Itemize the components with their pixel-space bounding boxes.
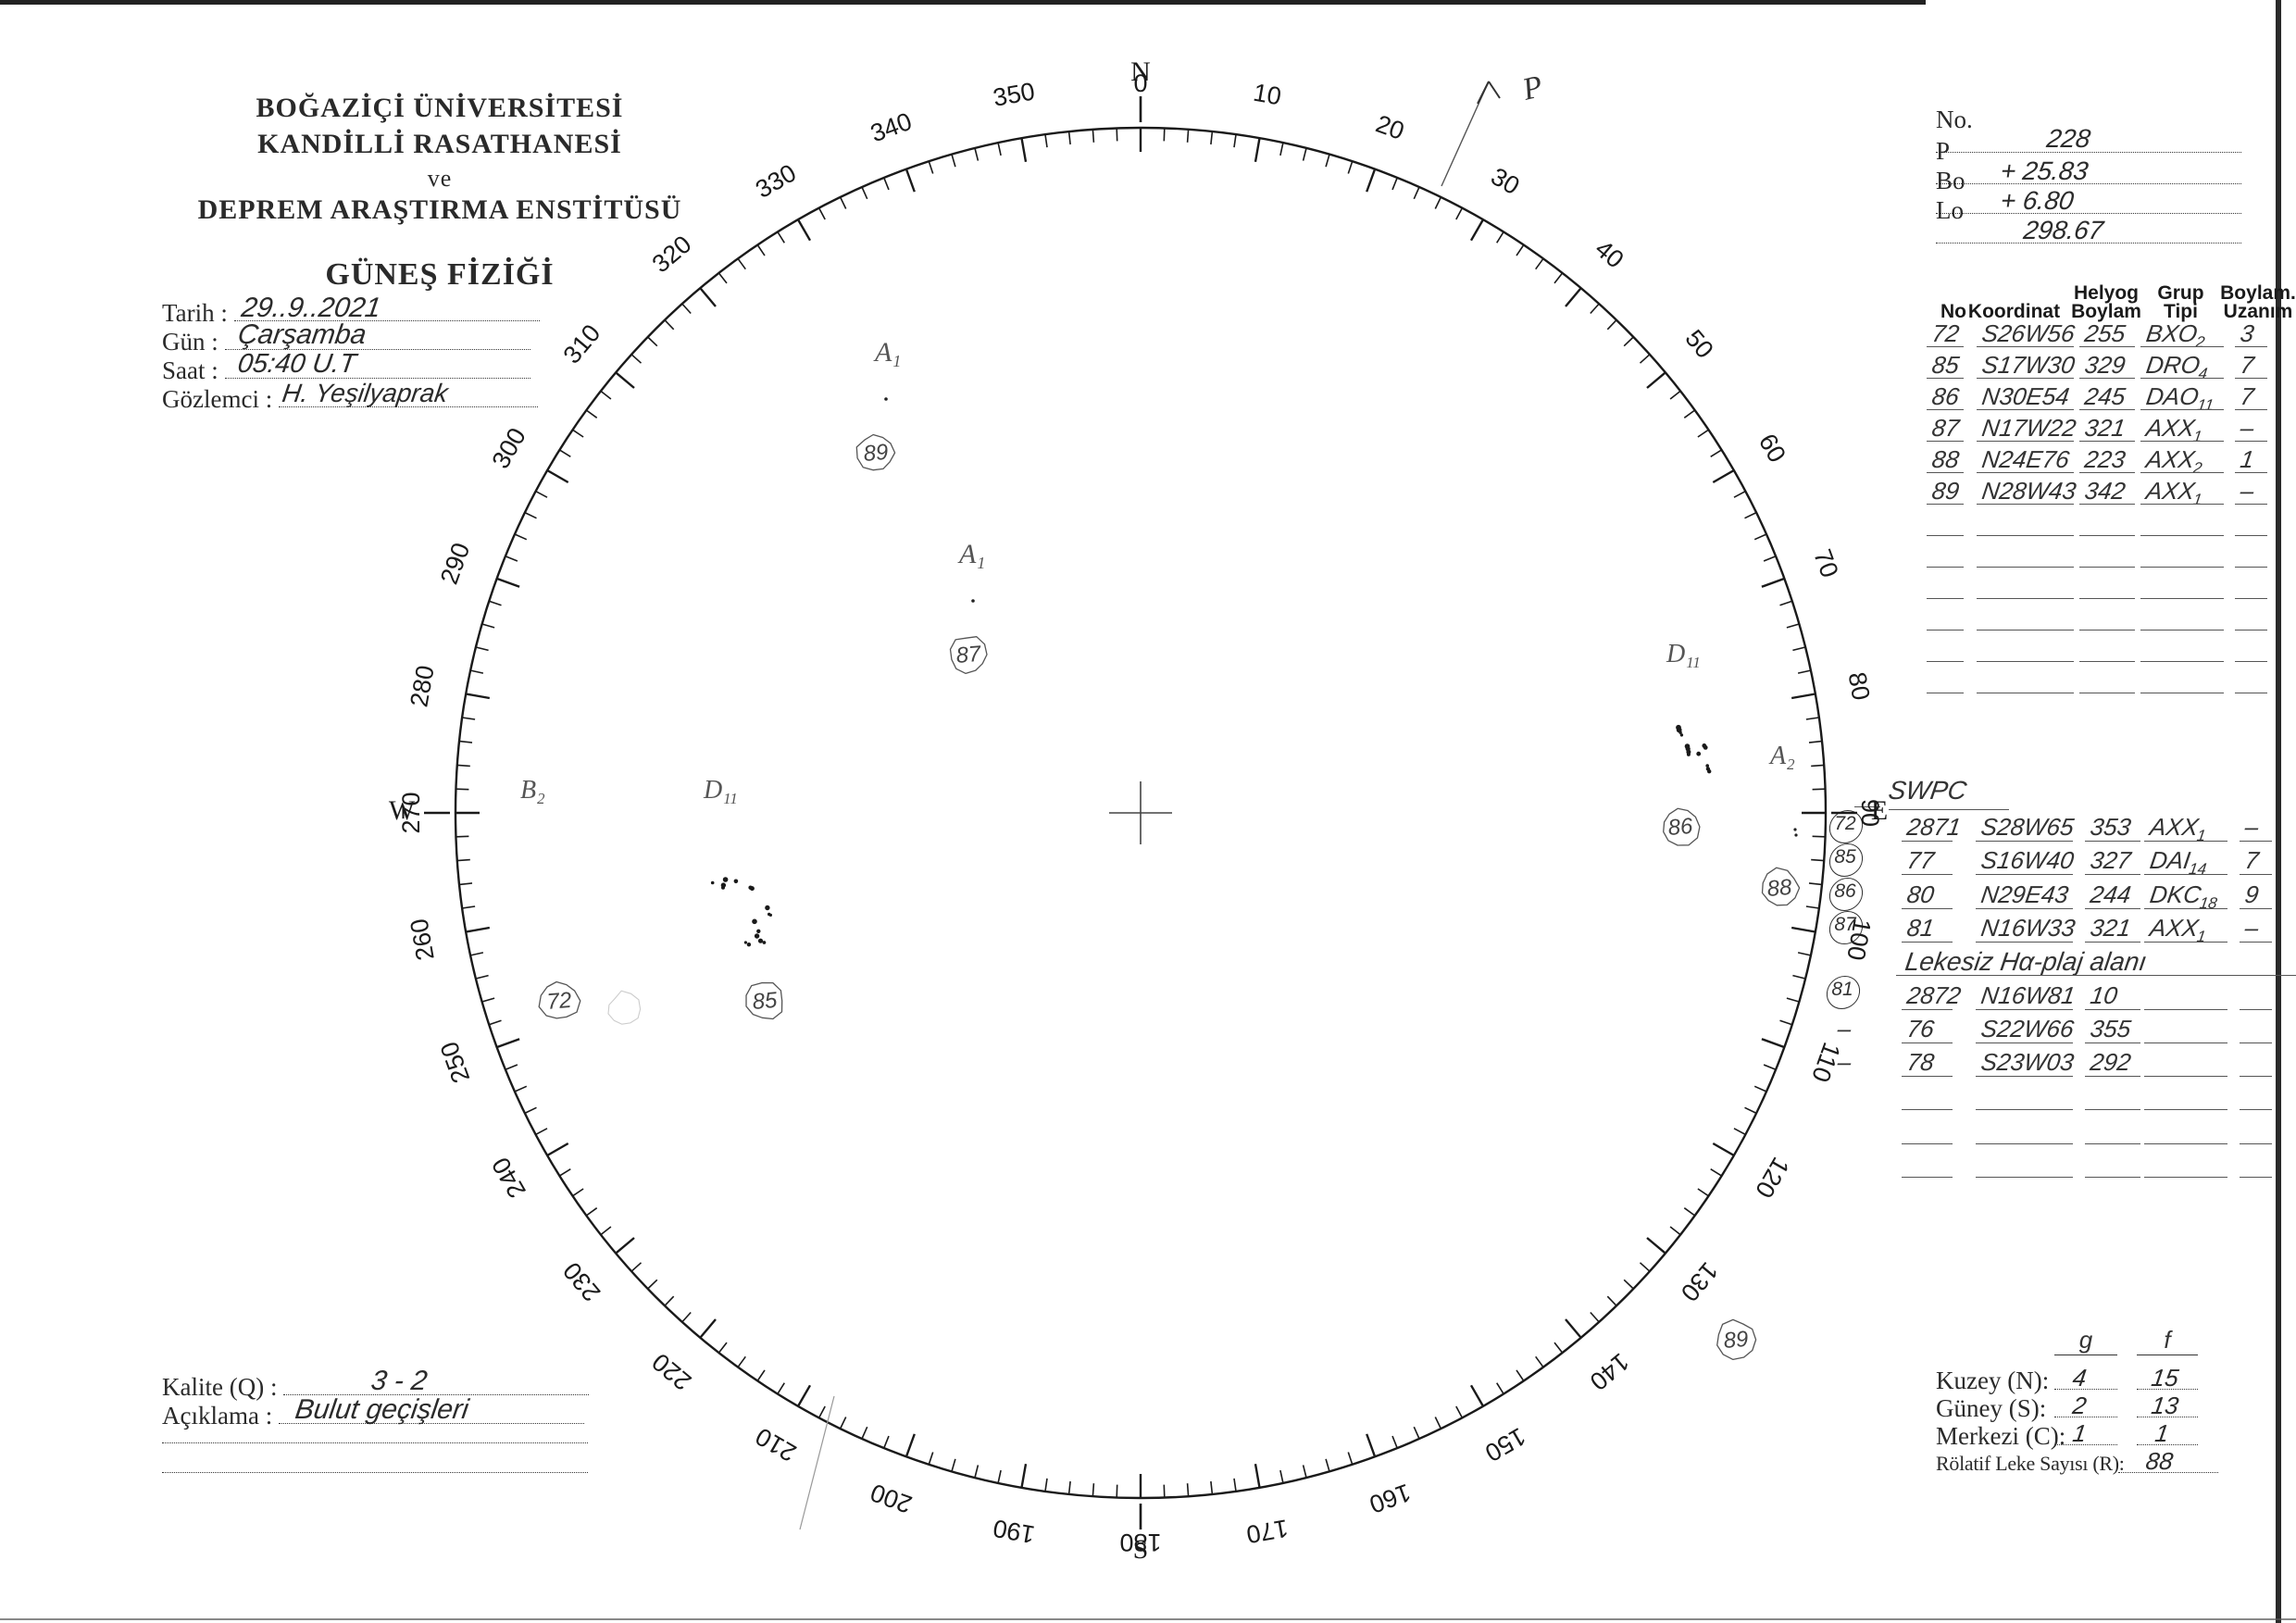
- svg-text:140: 140: [1585, 1348, 1635, 1396]
- svg-text:A2: A2: [1768, 742, 1795, 773]
- svg-text:190: 190: [991, 1514, 1037, 1548]
- svg-text:40: 40: [1590, 234, 1628, 273]
- svg-text:89: 89: [1723, 1327, 1750, 1354]
- svg-text:20: 20: [1372, 109, 1407, 144]
- svg-text:230: 230: [557, 1257, 605, 1307]
- svg-text:S: S: [1133, 1534, 1149, 1565]
- svg-text:W: W: [389, 795, 416, 826]
- svg-text:260: 260: [405, 917, 439, 963]
- svg-text:330: 330: [751, 158, 801, 204]
- svg-text:220: 220: [647, 1348, 697, 1396]
- svg-text:210: 210: [751, 1422, 801, 1467]
- svg-text:P: P: [1518, 69, 1546, 107]
- svg-text:320: 320: [647, 230, 697, 278]
- svg-text:50: 50: [1679, 324, 1718, 363]
- svg-text:110: 110: [1806, 1039, 1846, 1086]
- svg-text:N: N: [1130, 56, 1151, 87]
- svg-text:350: 350: [991, 77, 1037, 111]
- svg-text:130: 130: [1676, 1257, 1724, 1307]
- svg-text:85: 85: [752, 988, 780, 1015]
- svg-text:80: 80: [1843, 670, 1876, 703]
- svg-text:250: 250: [435, 1038, 476, 1087]
- svg-text:120: 120: [1750, 1153, 1795, 1203]
- svg-text:72: 72: [546, 988, 573, 1015]
- svg-text:170: 170: [1244, 1514, 1291, 1548]
- svg-text:E: E: [1871, 795, 1888, 826]
- svg-text:280: 280: [405, 663, 439, 709]
- svg-text:D11: D11: [703, 776, 738, 807]
- svg-text:A1: A1: [957, 539, 985, 572]
- svg-text:70: 70: [1808, 545, 1843, 581]
- svg-text:87: 87: [955, 642, 984, 668]
- svg-text:86: 86: [1667, 814, 1695, 841]
- svg-text:160: 160: [1366, 1479, 1415, 1519]
- svg-text:100: 100: [1841, 917, 1876, 963]
- svg-text:B2: B2: [520, 776, 545, 807]
- svg-text:200: 200: [867, 1479, 916, 1519]
- svg-text:30: 30: [1486, 162, 1524, 200]
- svg-text:89: 89: [863, 440, 890, 467]
- svg-text:A1: A1: [873, 337, 901, 370]
- svg-text:60: 60: [1753, 430, 1791, 468]
- svg-text:D11: D11: [1666, 640, 1701, 671]
- svg-text:240: 240: [486, 1153, 531, 1203]
- svg-text:10: 10: [1251, 79, 1283, 111]
- svg-text:310: 310: [557, 319, 605, 369]
- svg-text:290: 290: [435, 539, 476, 588]
- svg-text:340: 340: [867, 107, 916, 148]
- svg-text:88: 88: [1766, 875, 1794, 902]
- svg-text:300: 300: [486, 423, 531, 473]
- svg-text:150: 150: [1480, 1422, 1530, 1467]
